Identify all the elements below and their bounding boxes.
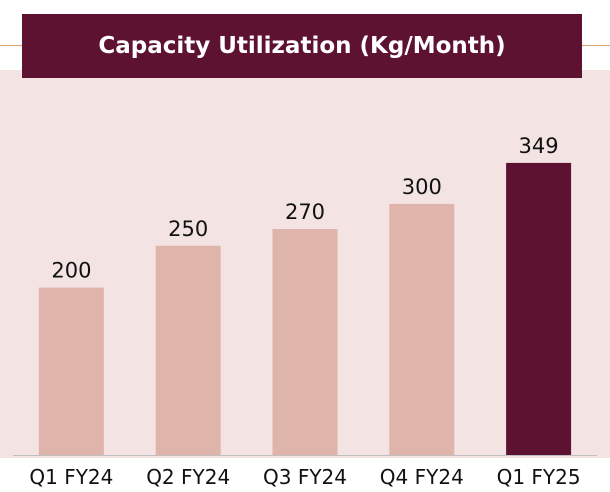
value-label-q1-fy24: 200: [51, 259, 91, 283]
bar-q4-fy24: [389, 203, 455, 455]
x-tick-label: Q4 FY24: [380, 465, 464, 489]
x-tick-label: Q3 FY24: [263, 465, 347, 489]
bar-q1-fy24: [38, 287, 104, 455]
value-label-q1-fy25: 349: [519, 134, 559, 158]
x-tick-label: Q1 FY24: [29, 465, 113, 489]
chart-title: Capacity Utilization (Kg/Month): [98, 33, 506, 59]
bar-group: [38, 162, 572, 456]
bar-q2-fy24: [155, 245, 221, 455]
x-tick-label: Q1 FY25: [497, 465, 581, 489]
x-tick-label: Q2 FY24: [146, 465, 230, 489]
value-label-group: 200 250 270 300 349: [51, 134, 558, 283]
bar-q1-fy25: [506, 162, 572, 456]
chart-title-banner: Capacity Utilization (Kg/Month): [22, 14, 582, 78]
value-label-q2-fy24: 250: [168, 217, 208, 241]
value-label-q4-fy24: 300: [402, 175, 442, 199]
value-label-q3-fy24: 270: [285, 200, 325, 224]
bar-q3-fy24: [272, 229, 338, 455]
x-tick-label-group: Q1 FY24 Q2 FY24 Q3 FY24 Q4 FY24 Q1 FY25: [29, 465, 580, 489]
